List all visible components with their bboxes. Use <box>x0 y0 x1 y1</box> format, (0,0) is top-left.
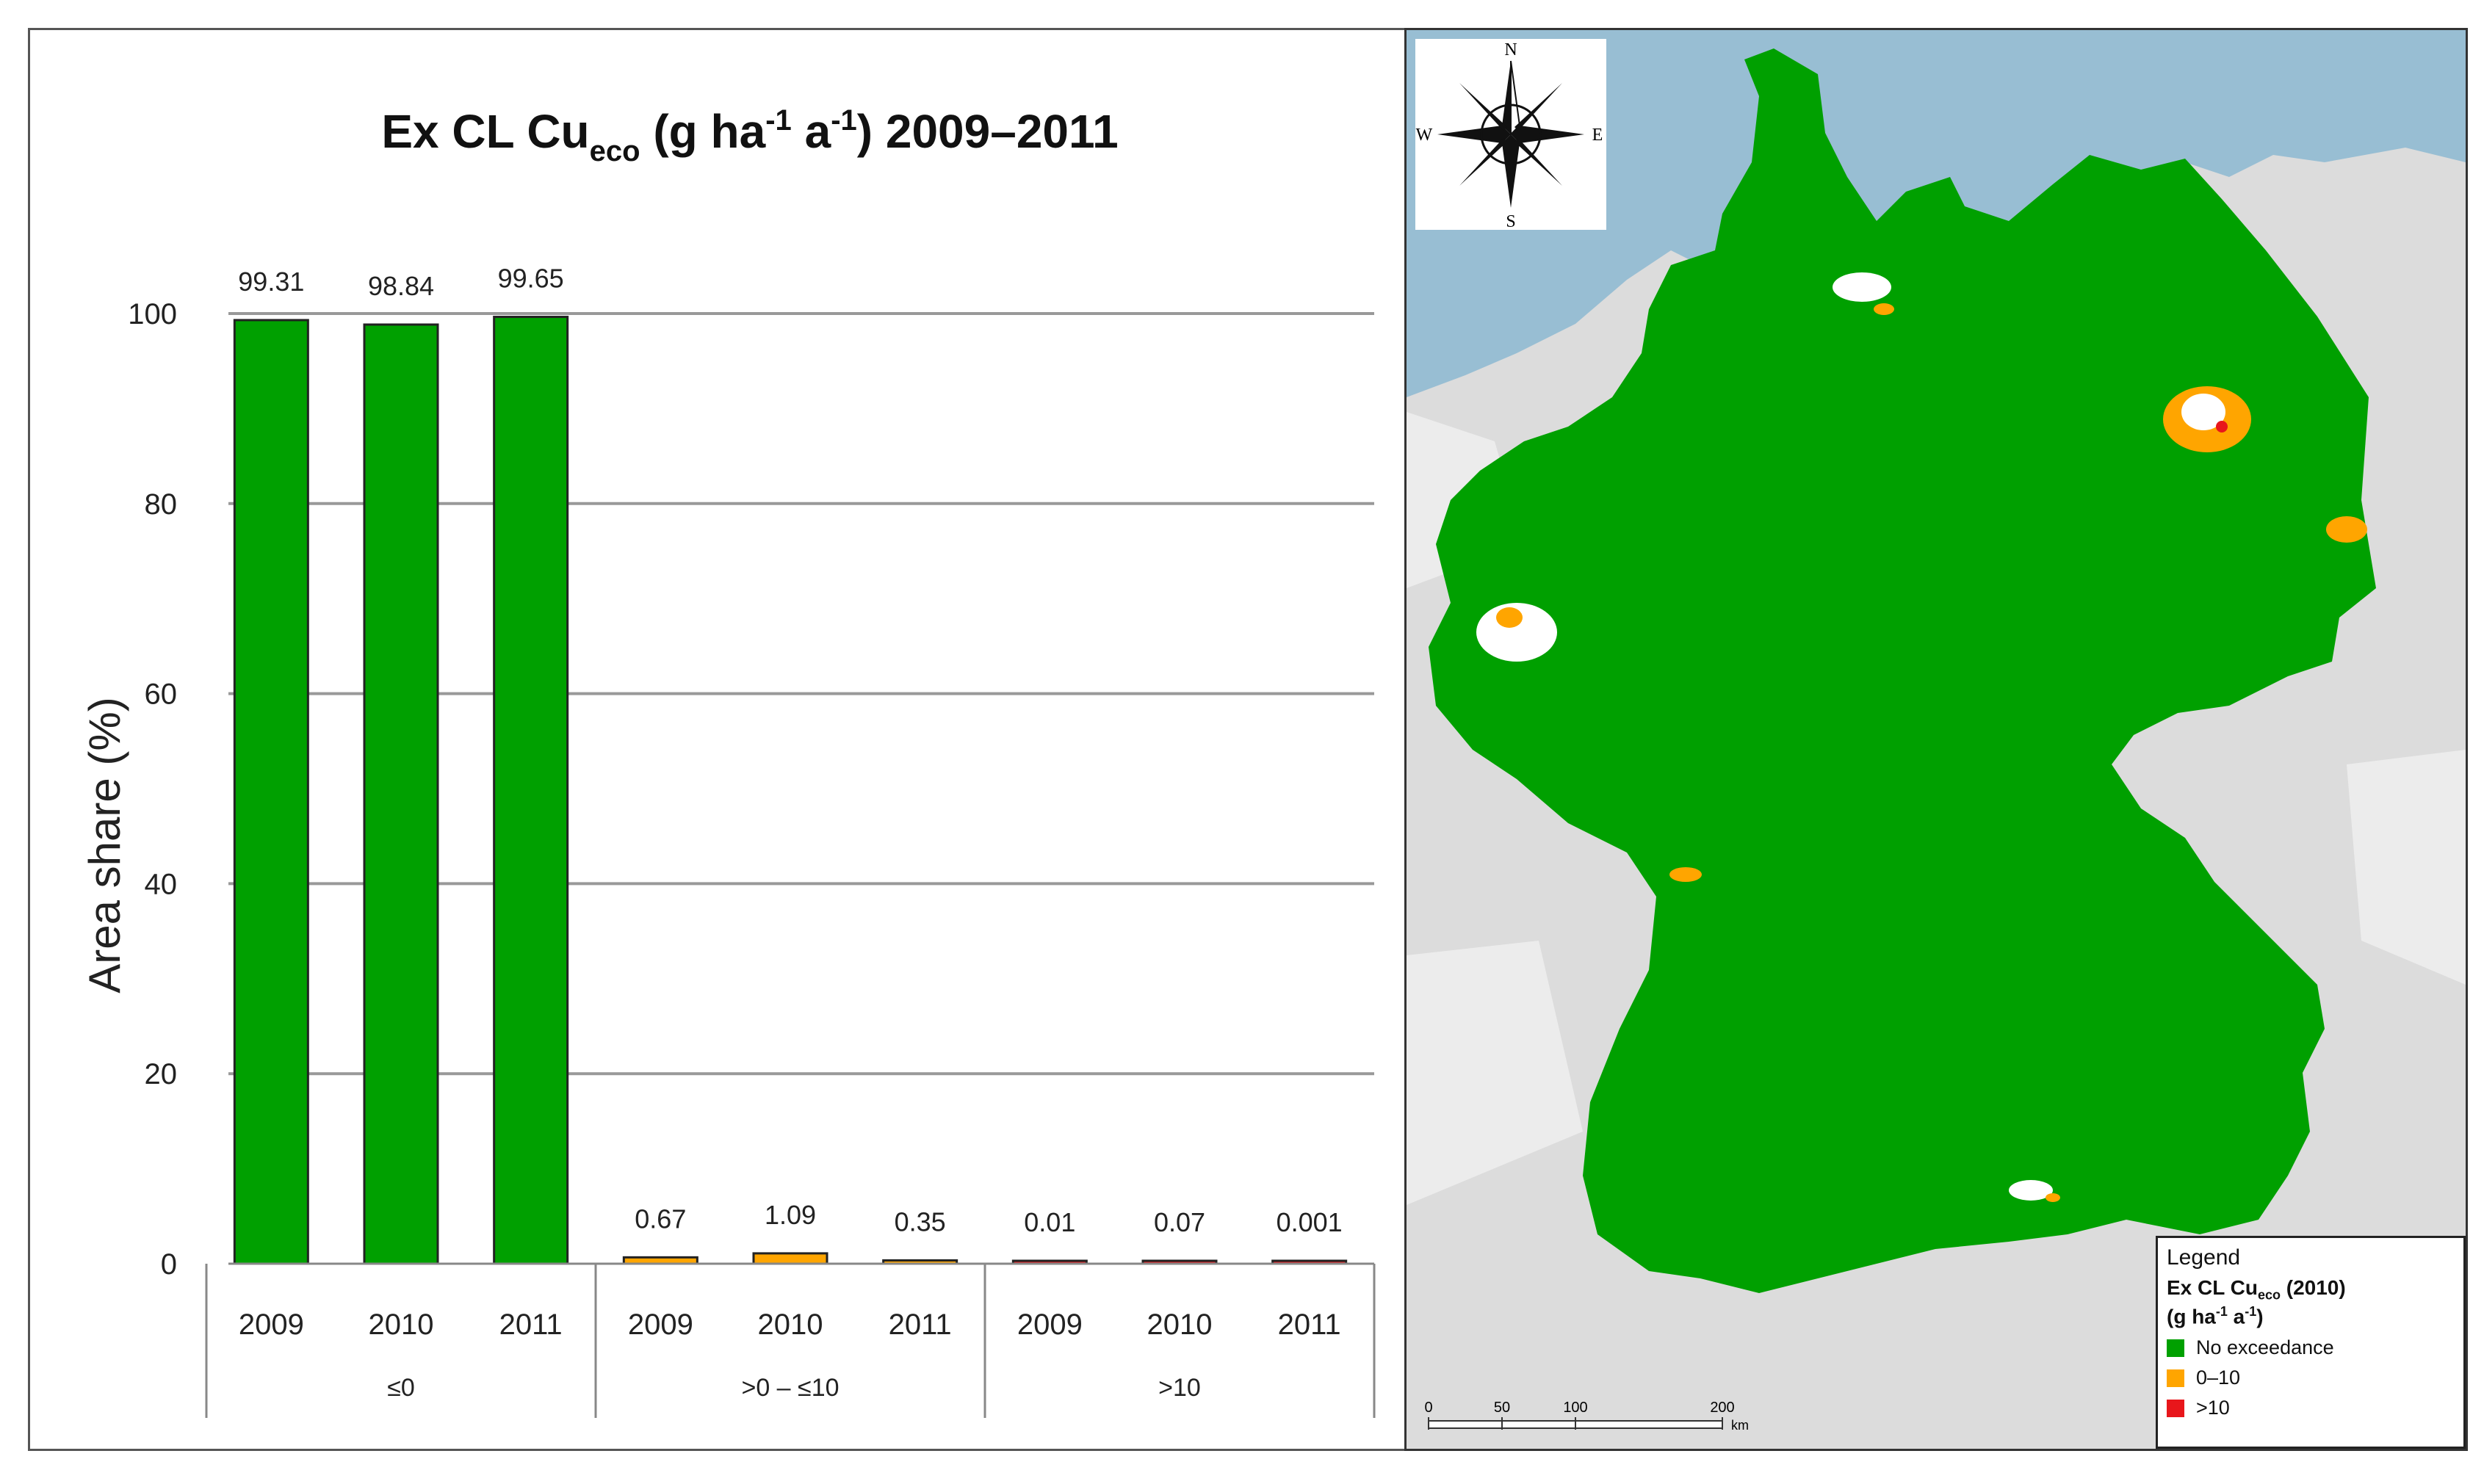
data-label: 98.84 <box>368 271 434 301</box>
data-label: 0.01 <box>1024 1207 1075 1237</box>
bar <box>493 316 569 1265</box>
x-tick-label: 2010 <box>1147 1309 1213 1341</box>
bars <box>233 316 1348 1265</box>
x-tick-label: 2011 <box>1278 1309 1341 1341</box>
legend-item-0-10: 0–10 <box>2167 1367 2455 1389</box>
bar <box>363 323 439 1265</box>
legend-title: Legend <box>2167 1245 2241 1270</box>
chart-title: Ex CL Cueco (g ha-1 a-1) 2009–2011 <box>381 104 1118 167</box>
y-axis-label: Area share (%) <box>80 697 129 993</box>
exceedance-patches <box>1476 272 2367 1202</box>
map-legend: Legend Ex CL Cueco (2010) (g ha-1 a-1) N… <box>2156 1236 2466 1449</box>
data-label: 0.67 <box>635 1204 686 1234</box>
compass-e: E <box>1592 126 1603 145</box>
legend-unit: (g ha-1 a-1) <box>2167 1304 2264 1328</box>
scale-tick-50: 50 <box>1494 1400 1510 1416</box>
x-tick-label: 2009 <box>1017 1309 1083 1341</box>
data-label: 0.001 <box>1277 1207 1343 1237</box>
germany-land <box>1429 48 2376 1293</box>
legend-item-gt10: >10 <box>2167 1397 2455 1419</box>
compass-w: W <box>1416 126 1433 145</box>
y-tick-labels: 0 20 40 60 80 100 <box>128 298 177 1281</box>
compass-rose: N S E W <box>1415 39 1606 231</box>
group-label: >10 <box>1158 1374 1201 1402</box>
compass-icon: N S E W <box>1416 40 1603 231</box>
x-tick-label: 2010 <box>758 1309 823 1341</box>
bar-chart: Ex CL Cueco (g ha-1 a-1) 2009–2011 Area … <box>80 104 1376 1418</box>
y-tick-label: 60 <box>145 678 178 711</box>
y-tick-label: 40 <box>145 868 178 900</box>
x-tick-label: 2009 <box>239 1309 304 1341</box>
map-panel: N S E W 0 50 100 200 km Legend Ex CL Cue… <box>1404 28 2468 1451</box>
data-label: 99.65 <box>498 264 564 294</box>
legend-swatch-green <box>2167 1339 2184 1357</box>
chart-panel: Ex CL Cueco (g ha-1 a-1) 2009–2011 Area … <box>28 28 1409 1451</box>
bar <box>752 1252 828 1265</box>
x-tick-label: 2011 <box>499 1309 563 1341</box>
group-label: ≤0 <box>387 1374 415 1402</box>
y-tick-label: 0 <box>161 1248 177 1281</box>
x-axis: 2009 2010 2011 ≤0 2009 2010 2011 >0 – ≤10 2009 20… <box>205 1262 1376 1418</box>
data-label: 0.35 <box>895 1206 946 1237</box>
x-tick-label: 2011 <box>889 1309 952 1341</box>
neighbour-shading <box>1407 412 2466 1205</box>
scale-tick-100: 100 <box>1563 1400 1587 1416</box>
compass-n: N <box>1504 40 1517 59</box>
y-tick-label: 80 <box>145 488 178 521</box>
legend-swatch-orange <box>2167 1369 2184 1387</box>
legend-item-no-exceedance: No exceedance <box>2167 1336 2455 1359</box>
scale-unit: km <box>1731 1418 1749 1433</box>
compass-s: S <box>1506 212 1515 230</box>
y-tick-label: 100 <box>128 298 177 330</box>
bar <box>233 319 309 1265</box>
legend-swatch-red <box>2167 1399 2184 1417</box>
exceedance-map <box>1407 30 2466 1449</box>
data-label: 99.31 <box>238 267 304 297</box>
x-tick-label: 2010 <box>369 1309 434 1341</box>
legend-heading: Ex CL Cueco (2010) <box>2167 1276 2346 1303</box>
scale-tick-0: 0 <box>1424 1400 1432 1416</box>
scale-tick-200: 200 <box>1710 1400 1734 1416</box>
y-tick-label: 20 <box>145 1058 178 1090</box>
data-label: 0.07 <box>1154 1207 1205 1237</box>
group-label: >0 – ≤10 <box>741 1374 839 1402</box>
data-labels: 99.31 98.84 99.65 0.67 1.09 0.35 0.01 0.07 0.001 <box>238 264 1342 1237</box>
scale-bar: 0 50 100 200 km <box>1424 1400 1749 1433</box>
x-tick-label: 2009 <box>628 1309 693 1341</box>
data-label: 1.09 <box>765 1200 816 1230</box>
